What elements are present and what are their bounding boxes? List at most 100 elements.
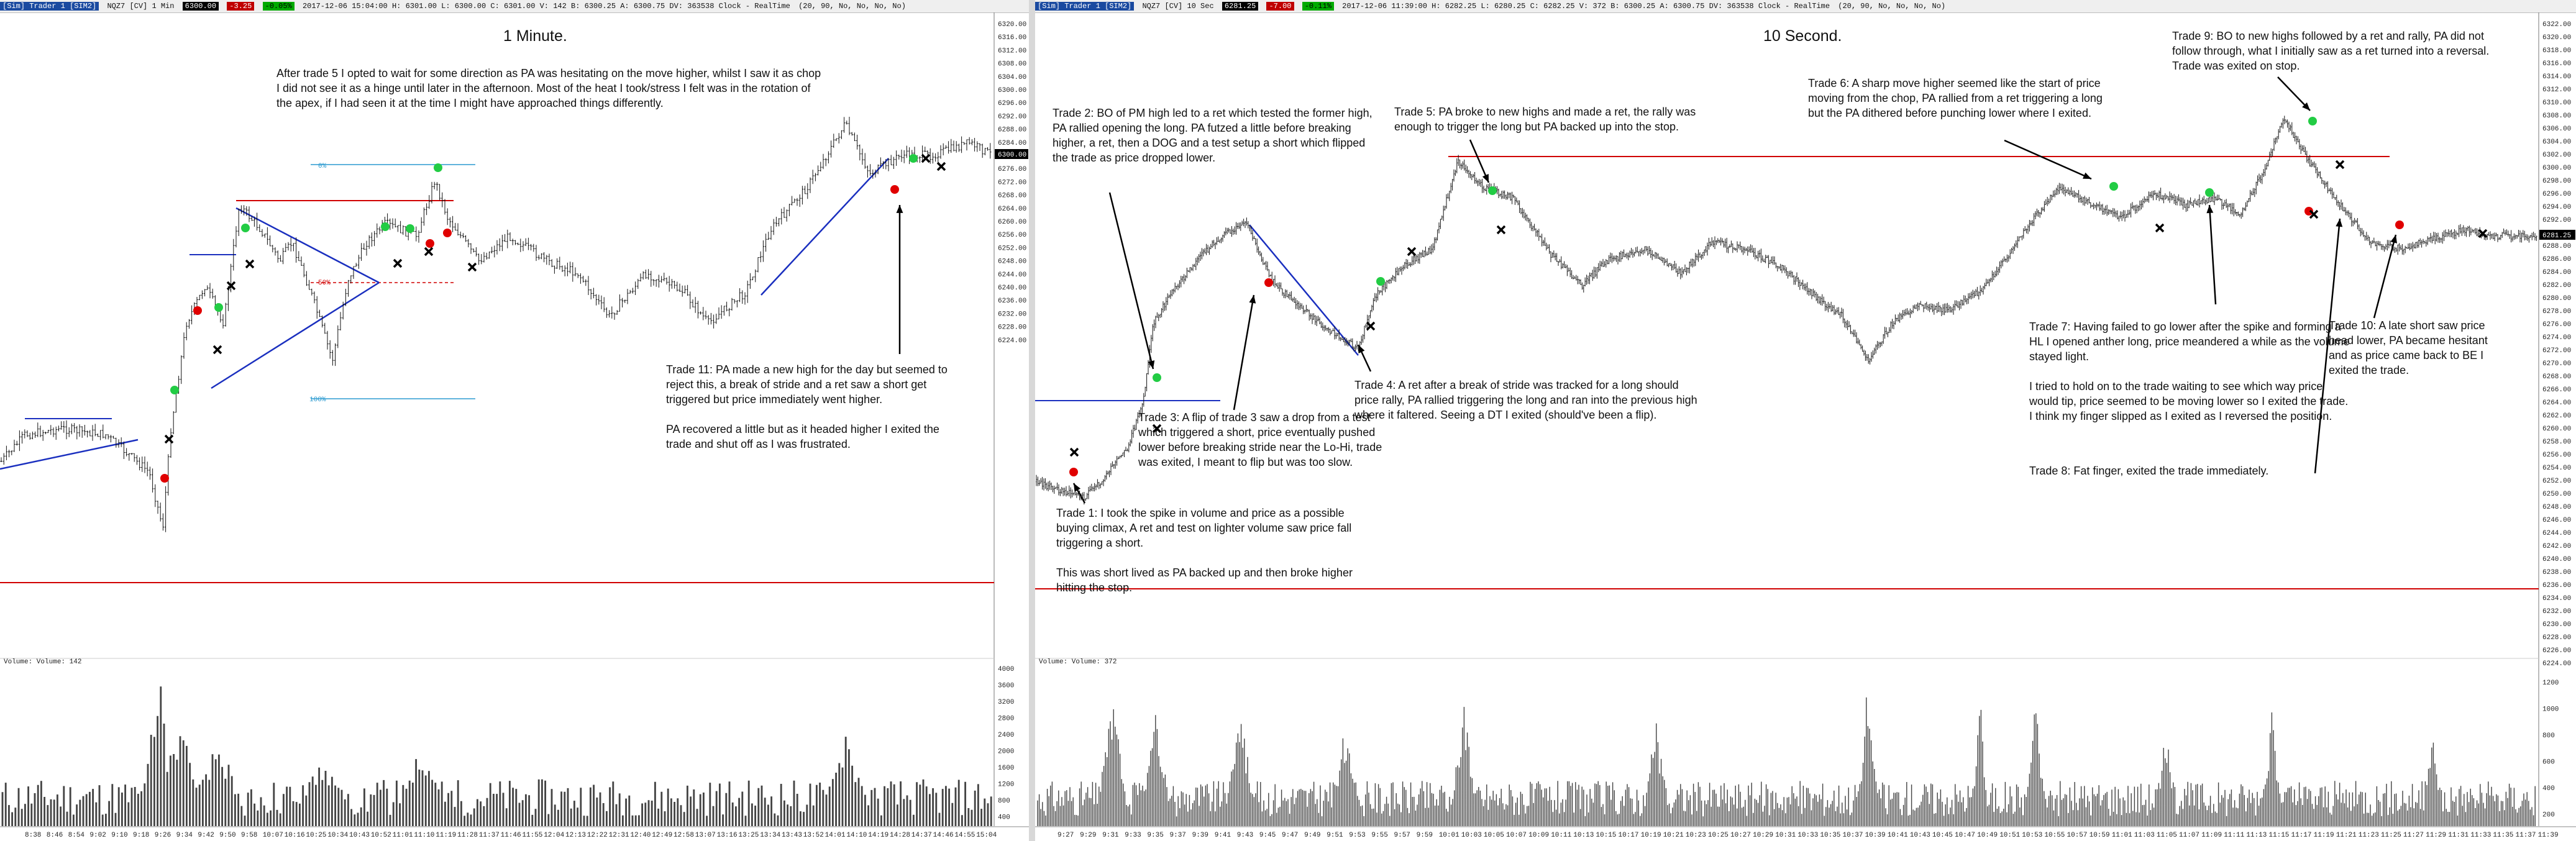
left-volume-axis-label: 2800 — [998, 716, 1014, 723]
right-time-label: 11:33 — [2470, 832, 2491, 839]
right-note-trade1-b: This was short lived as PA backed up and… — [1056, 566, 1353, 594]
right-price-label: 6234.00 — [2542, 595, 2571, 602]
right-price-label: 6308.00 — [2542, 112, 2571, 120]
right-note-trade6: Trade 6: A sharp move higher seemed like… — [1808, 77, 2103, 119]
right-time-label: 10:11 — [1551, 832, 1571, 839]
left-note-trade11-a: Trade 11: PA made a new high for the day… — [666, 363, 948, 406]
right-time-label: 9:51 — [1327, 832, 1343, 839]
right-titlebar: [Sim] Trader 1 [SIM2] NQZ7 [CV] 10 Sec 6… — [1035, 0, 2576, 13]
right-current-price-tag — [2539, 230, 2575, 240]
left-time-label: 10:16 — [285, 832, 305, 839]
right-time-label: 11:01 — [2112, 832, 2132, 839]
right-arrow-trade6 — [2004, 139, 2092, 180]
right-price-label: 6226.00 — [2542, 647, 2571, 655]
right-arrow-trade7 — [2208, 204, 2217, 305]
right-price-label: 6262.00 — [2542, 412, 2571, 420]
left-time-label: 14:01 — [825, 832, 846, 839]
left-price-label: 6308.00 — [998, 61, 1026, 68]
left-volume-label: Volume: Volume: 142 — [4, 658, 81, 666]
left-price-label: 6284.00 — [998, 140, 1026, 147]
left-time-label: 14:46 — [933, 832, 954, 839]
right-note-trade10: Trade 10: A late short saw price head lo… — [2329, 319, 2488, 376]
right-price-label: 6292.00 — [2542, 217, 2571, 224]
left-price-label: 6288.00 — [998, 127, 1026, 134]
left-note-top: After trade 5 I opted to wait for some d… — [276, 67, 821, 109]
right-volume-axis-label: 200 — [2542, 812, 2555, 819]
right-price-label: 6306.00 — [2542, 125, 2571, 133]
right-time-label: 11:25 — [2381, 832, 2401, 839]
right-time-label: 10:59 — [2090, 832, 2110, 839]
left-ohlc: 2017-12-06 15:04:00 H: 6301.00 L: 6300.0… — [302, 2, 790, 11]
left-price-label: 6252.00 — [998, 245, 1026, 252]
left-price-label: 6300.00 — [998, 87, 1026, 94]
left-volume-axis-label: 1600 — [998, 765, 1014, 772]
left-price-label: 6268.00 — [998, 193, 1026, 200]
right-time-label: 10:31 — [1775, 832, 1796, 839]
panel-divider[interactable] — [1029, 0, 1035, 841]
left-time-label: 13:25 — [738, 832, 759, 839]
right-exit-cross — [2155, 223, 2165, 233]
left-entry-dot — [170, 386, 179, 394]
right-price-label: 6258.00 — [2542, 439, 2571, 446]
left-time-label: 14:19 — [868, 832, 888, 839]
left-time-label: 12:13 — [565, 832, 586, 839]
right-note-trade8: Trade 8: Fat finger, exited the trade im… — [2029, 465, 2269, 477]
left-time-label: 9:50 — [219, 832, 235, 839]
left-time-label: 14:10 — [846, 832, 867, 839]
left-last-price: 6300.00 — [182, 2, 219, 11]
right-time-label: 11:05 — [2157, 832, 2177, 839]
right-time-label: 11:39 — [2538, 832, 2559, 839]
left-time-label: 12:31 — [609, 832, 629, 839]
right-time-label: 10:29 — [1753, 832, 1773, 839]
right-time-label: 10:47 — [1955, 832, 1975, 839]
right-price-label: 6266.00 — [2542, 386, 2571, 394]
right-time-label: 11:37 — [2516, 832, 2536, 839]
left-price-label: 6264.00 — [998, 206, 1026, 213]
right-price-label: 6296.00 — [2542, 191, 2571, 198]
right-time-label: 9:49 — [1304, 832, 1320, 839]
right-last-price: 6281.25 — [1222, 2, 1259, 11]
right-volume-axis-label: 600 — [2542, 759, 2555, 766]
right-arrow-trade7-head — [2206, 205, 2214, 214]
right-entry-dot — [1488, 186, 1497, 195]
right-time-label: 10:43 — [1910, 832, 1930, 839]
right-price-label: 6288.00 — [2542, 243, 2571, 250]
left-entry-dot — [160, 474, 169, 483]
right-price-label: 6300.00 — [2542, 165, 2571, 172]
left-time-label: 10:52 — [371, 832, 391, 839]
left-time-label: 9:18 — [133, 832, 149, 839]
left-price-label: 6292.00 — [998, 113, 1026, 120]
left-price-label: 6272.00 — [998, 179, 1026, 186]
right-volume-label: Volume: Volume: 372 — [1039, 658, 1117, 666]
right-time-label: 9:39 — [1192, 832, 1208, 839]
right-exit-cross — [1407, 247, 1417, 257]
left-chart-window[interactable]: [Sim] Trader 1 [SIM2] NQZ7 [CV] 1 Min 63… — [0, 0, 1029, 841]
right-price-label: 6302.00 — [2542, 152, 2571, 159]
right-arrow-trade2 — [1108, 192, 1154, 370]
left-time-label: 14:37 — [911, 832, 932, 839]
right-time-label: 11:09 — [2201, 832, 2222, 839]
right-price-chart[interactable]: 6322.00 6320.00 6318.00 6316.00 6314.00 6312.… — [1035, 0, 2576, 841]
left-time-label: 12:04 — [544, 832, 564, 839]
left-time-label: 12:40 — [630, 832, 651, 839]
right-time-label: 10:37 — [1843, 832, 1863, 839]
left-titlebar: [Sim] Trader 1 [SIM2] NQZ7 [CV] 1 Min 63… — [0, 0, 1029, 13]
right-time-label: 11:03 — [2134, 832, 2155, 839]
right-exit-cross — [2478, 229, 2488, 239]
right-time-label: 11:15 — [2268, 832, 2289, 839]
left-time-label: 11:28 — [457, 832, 478, 839]
right-time-label: 10:13 — [1573, 832, 1594, 839]
right-entry-dot — [2395, 220, 2404, 229]
right-chart-window[interactable]: [Sim] Trader 1 [SIM2] NQZ7 [CV] 10 Sec 6… — [1035, 0, 2576, 841]
right-price-label: 6242.00 — [2542, 543, 2571, 550]
right-price-label: 6280.00 — [2542, 295, 2571, 302]
right-exit-cross — [1152, 424, 1162, 434]
right-arrow-trade1-head — [1074, 483, 1081, 492]
left-entry-dot — [426, 239, 434, 248]
left-price-chart[interactable]: 6320.00 6316.00 6312.00 6308.00 6304.00 6300.… — [0, 0, 1029, 841]
right-price-label: 6272.00 — [2542, 347, 2571, 355]
left-price-label: 6296.00 — [998, 100, 1026, 107]
right-note-trade7: Trade 7: Having failed to go lower after… — [2029, 319, 2352, 439]
left-time-label: 11:46 — [501, 832, 521, 839]
left-price-bars — [0, 117, 992, 532]
